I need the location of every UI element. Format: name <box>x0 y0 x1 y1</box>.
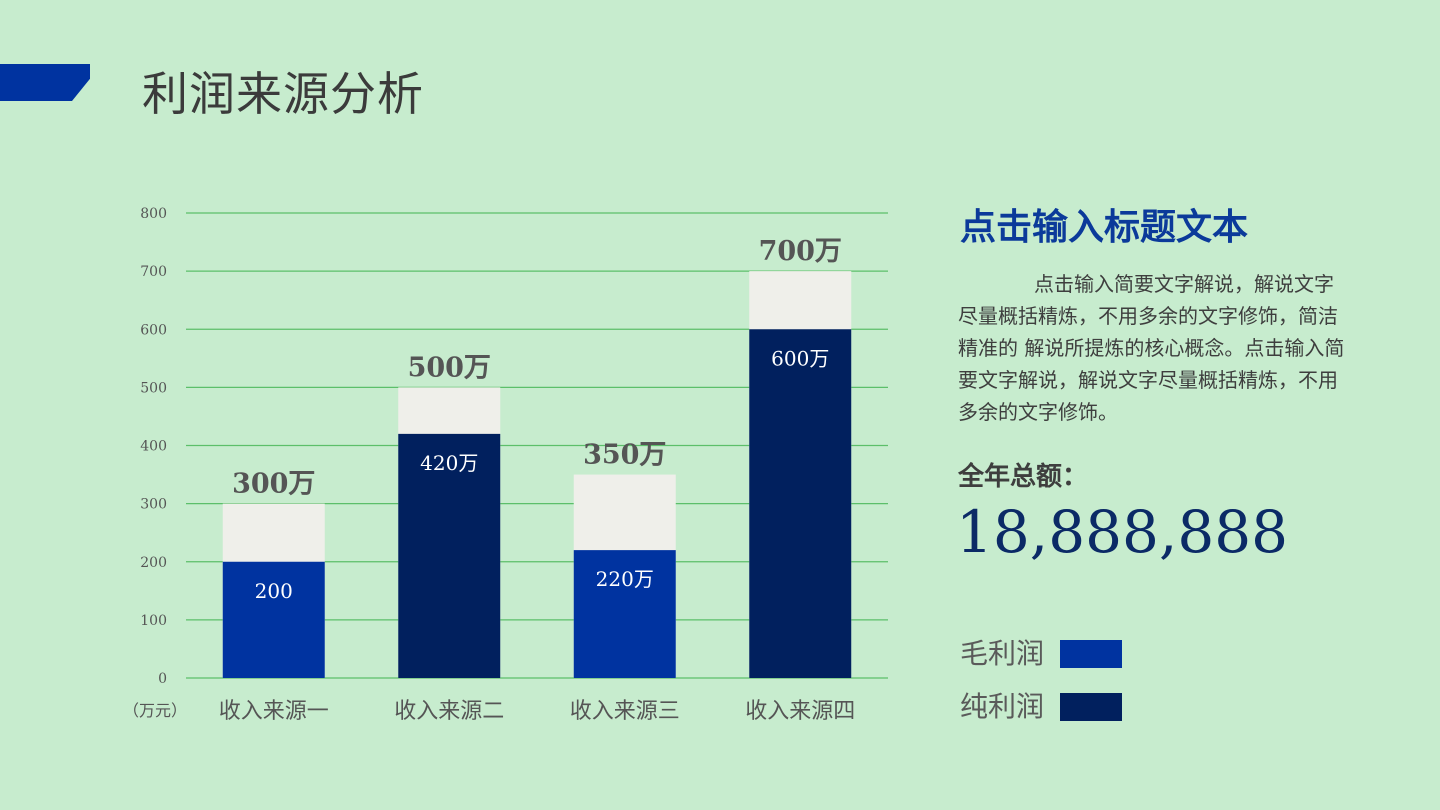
x-category-label: 收入来源三 <box>570 699 680 724</box>
bar-net-profit <box>749 329 852 678</box>
y-tick-label: 800 <box>140 206 167 222</box>
sidebar-title: 点击输入标题文本 <box>960 206 1249 248</box>
legend-swatch-gross-profit <box>1060 640 1122 668</box>
legend-label: 纯利润 <box>960 690 1045 723</box>
bar-value-label: 200 <box>255 579 293 603</box>
profit-bar-chart: 0 100 200 300 400 500 600 700 800 （万元） 200 300万收入来源… <box>123 206 888 724</box>
bar-total-label: 300万 <box>232 469 315 500</box>
bar-value-label: 420万 <box>420 451 478 475</box>
total-value: 18,888,888 <box>956 498 1289 566</box>
bar-gross-profit <box>573 550 676 678</box>
y-tick-label: 100 <box>140 613 167 629</box>
y-tick-label: 0 <box>158 671 167 687</box>
bar-value-label: 600万 <box>771 346 829 370</box>
total-label: 全年总额： <box>958 462 1089 492</box>
bar-net-profit <box>398 433 501 678</box>
legend-label: 毛利润 <box>960 637 1045 670</box>
y-tick-label: 600 <box>140 322 167 338</box>
title-accent-tab <box>0 64 90 101</box>
bar-gross-profit <box>222 561 325 678</box>
y-tick-label: 300 <box>140 497 167 513</box>
x-category-label: 收入来源二 <box>394 699 504 724</box>
y-tick-label: 700 <box>140 264 167 280</box>
bar-total-label: 700万 <box>759 236 842 267</box>
bar-value-label: 220万 <box>596 567 654 591</box>
sidebar-body-text: 点击输入简要文字解说，解说文字尽量概括精炼，不用多余的文字修饰，简洁精准的 解说… <box>958 272 1345 424</box>
x-category-label: 收入来源一 <box>219 699 329 724</box>
y-tick-label: 500 <box>140 380 167 396</box>
bar-total-label: 350万 <box>583 440 666 471</box>
legend-swatch-net-profit <box>1060 693 1122 721</box>
x-category-label: 收入来源四 <box>745 699 855 724</box>
bar-total-label: 500万 <box>408 352 491 383</box>
page-title: 利润来源分析 <box>142 67 424 121</box>
y-tick-label: 400 <box>140 439 167 455</box>
y-axis-unit-label: （万元） <box>123 701 187 720</box>
sidebar-body: 点击输入简要文字解说，解说文字尽量概括精炼，不用多余的文字修饰，简洁精准的 解说… <box>958 268 1350 428</box>
y-tick-label: 200 <box>140 555 167 571</box>
